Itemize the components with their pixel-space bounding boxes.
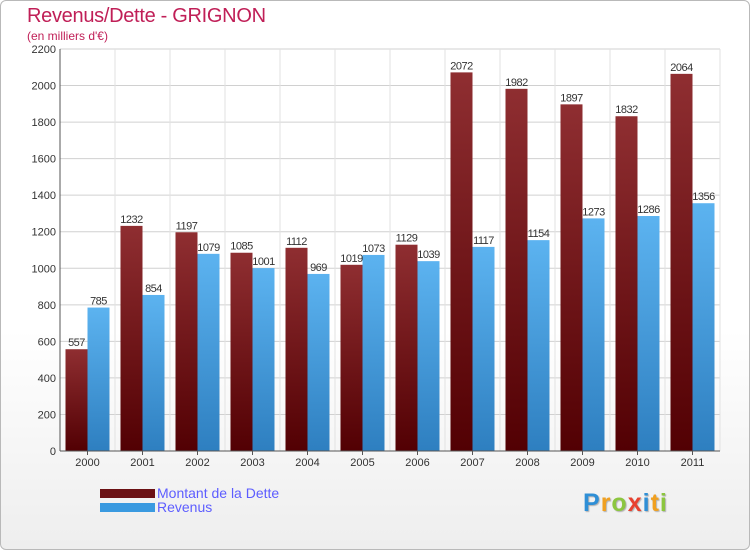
bar-value-label: 1232	[120, 214, 143, 226]
bar-debt	[560, 104, 583, 451]
y-tick-label: 800	[38, 300, 56, 312]
y-tick-label: 600	[38, 336, 56, 348]
y-tick-label: 2200	[32, 44, 56, 56]
chart-title: Revenus/Dette - GRIGNON	[27, 5, 266, 27]
y-tick-label: 400	[38, 373, 56, 385]
bar-value-label: 1079	[197, 242, 220, 254]
bar-revenus	[142, 294, 165, 451]
x-tick-label: 2000	[75, 457, 99, 469]
legend-swatch-revenus	[100, 502, 155, 512]
chart-subtitle: (en milliers d'€)	[27, 29, 108, 43]
legend: Montant de la Dette Revenus	[100, 486, 279, 514]
x-tick-label: 2011	[681, 457, 705, 469]
legend-item-debt: Montant de la Dette	[100, 486, 279, 500]
y-tick-label: 1400	[32, 190, 56, 202]
x-tick-label: 2008	[515, 457, 539, 469]
logo-letter: r	[600, 489, 612, 517]
bar-debt	[395, 244, 418, 451]
legend-label-debt: Montant de la Dette	[157, 485, 280, 501]
bar-debt	[65, 349, 88, 451]
bar-revenus	[637, 216, 660, 451]
y-tick-label: 1000	[32, 263, 56, 275]
y-tick-label: 2000	[32, 81, 56, 93]
logo-letter: o	[611, 489, 628, 517]
bar-value-label: 854	[145, 283, 162, 295]
bar-debt	[230, 252, 253, 451]
bar-value-label: 2064	[670, 62, 693, 74]
bar-debt	[285, 247, 308, 451]
bar-value-label: 1085	[230, 241, 253, 253]
bar-revenus	[472, 246, 495, 451]
x-tick-label: 2007	[460, 457, 484, 469]
x-tick-label: 2010	[625, 457, 649, 469]
bar-revenus	[582, 218, 605, 451]
bar-value-label: 1112	[286, 236, 307, 248]
bar-value-label: 1356	[692, 191, 715, 203]
logo-letter: x	[627, 489, 643, 517]
bar-value-label: 969	[310, 262, 327, 274]
legend-swatch-debt	[100, 488, 155, 498]
bar-debt	[120, 225, 143, 451]
y-tick-label: 1200	[32, 227, 56, 239]
x-tick-label: 2001	[130, 457, 154, 469]
y-tick-label: 0	[50, 446, 56, 458]
bar-revenus	[307, 273, 330, 451]
x-tick-label: 2009	[570, 457, 594, 469]
logo-letter: P	[583, 489, 601, 517]
x-tick-label: 2002	[185, 457, 209, 469]
bar-debt	[505, 88, 528, 452]
bar-value-label: 1073	[362, 243, 385, 255]
x-tick-label: 2003	[240, 457, 264, 469]
legend-label-revenus: Revenus	[157, 499, 213, 515]
bar-revenus	[417, 261, 440, 451]
y-tick-label: 200	[38, 409, 56, 421]
bar-value-label: 1273	[582, 206, 605, 218]
bar-value-label: 785	[90, 296, 107, 308]
bar-value-label: 2072	[450, 60, 473, 72]
bar-debt	[670, 73, 693, 452]
bar-debt	[175, 232, 198, 451]
bar-value-label: 1001	[252, 256, 275, 268]
bar-value-label: 1197	[176, 220, 198, 232]
bar-debt	[450, 72, 473, 451]
bar-revenus	[197, 253, 220, 451]
bar-value-label: 1129	[396, 233, 418, 245]
bar-value-label: 1897	[560, 92, 583, 104]
bar-debt	[615, 116, 638, 451]
legend-item-revenus: Revenus	[100, 500, 279, 514]
x-tick-label: 2005	[350, 457, 374, 469]
bar-revenus	[87, 307, 110, 451]
bar-revenus	[362, 254, 385, 451]
x-tick-label: 2006	[405, 457, 429, 469]
bar-debt	[340, 264, 363, 451]
bar-value-label: 1982	[505, 77, 528, 89]
bar-revenus	[252, 268, 275, 451]
bar-value-label: 1286	[637, 204, 660, 216]
logo-letter: i	[659, 489, 668, 517]
bar-value-label: 1154	[528, 228, 550, 240]
bar-revenus	[527, 240, 550, 451]
bar-value-label: 1019	[340, 253, 363, 265]
proxiti-logo: Proxiti	[583, 489, 668, 518]
bar-value-label: 1832	[615, 104, 638, 116]
bar-value-label: 1117	[473, 235, 494, 247]
y-tick-label: 1800	[32, 117, 56, 129]
bar-value-label: 1039	[417, 249, 440, 261]
logo-letter: t	[650, 489, 660, 517]
x-tick-label: 2004	[295, 457, 319, 469]
logo-letter: i	[642, 489, 651, 517]
bar-value-label: 557	[68, 337, 85, 349]
bar-revenus	[692, 203, 715, 451]
y-tick-label: 1600	[32, 154, 56, 166]
